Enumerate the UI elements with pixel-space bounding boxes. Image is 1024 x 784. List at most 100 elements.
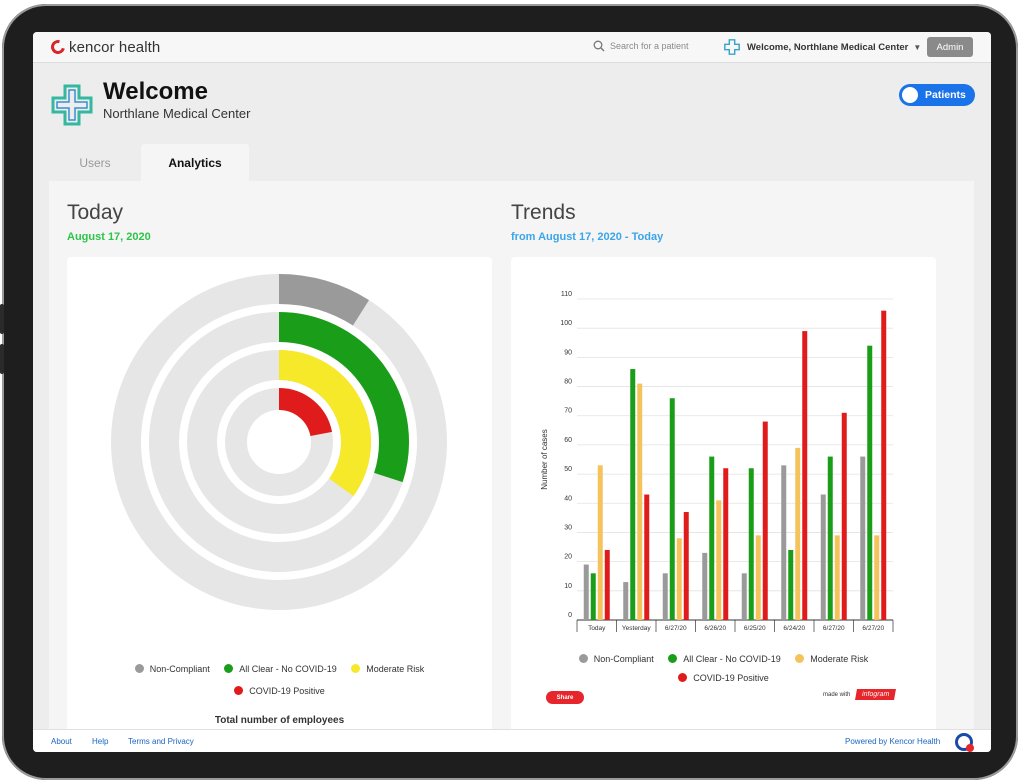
chat-help-icon[interactable]: [955, 733, 974, 752]
made-with-label: made with: [823, 691, 851, 698]
bar: [841, 412, 847, 620]
bar: [683, 512, 689, 620]
chevron-down-icon: ▼: [913, 42, 922, 52]
toggle-label: Patients: [925, 89, 966, 101]
top-bar: kencor health Search for a patient Welco…: [33, 32, 991, 63]
legend-dot: [224, 664, 234, 673]
bar: [741, 573, 747, 620]
y-tick-label: 100: [560, 320, 572, 327]
search-icon: [593, 40, 605, 52]
today-legend-row-2: COVID-19 Positive: [67, 682, 492, 700]
bar: [748, 468, 754, 620]
powered-by: Powered by Kencor Health: [845, 737, 941, 746]
legend-label: COVID-19 Positive: [249, 685, 325, 696]
bar: [827, 456, 833, 620]
legend-label: Moderate Risk: [810, 653, 869, 664]
bar: [583, 564, 589, 620]
legend-label: All Clear - No COVID-19: [683, 653, 781, 664]
legend-item: COVID-19 Positive: [678, 673, 769, 683]
x-tick-label: 6/27/20: [665, 625, 687, 632]
radial-bar-3: [278, 350, 371, 497]
y-axis-label: Number of cases: [540, 429, 549, 489]
search-placeholder: Search for a patient: [610, 41, 689, 51]
analytics-panel: Today August 17, 2020 Trends from August…: [49, 181, 974, 741]
footer: About Help Terms and Privacy Powered by …: [33, 729, 991, 752]
radial-bar-1: [278, 274, 370, 326]
footer-terms-link[interactable]: Terms and Privacy: [128, 737, 194, 746]
share-button[interactable]: Share: [546, 691, 584, 704]
bar: [781, 465, 787, 620]
legend-item: Non-Compliant: [578, 653, 654, 664]
y-tick-label: 110: [561, 291, 572, 298]
x-tick-label: 6/24/20: [783, 625, 805, 632]
made-with-infogram[interactable]: made with infogram: [823, 689, 897, 700]
bar: [676, 538, 682, 620]
legend-dot: [678, 673, 688, 682]
footer-help-link[interactable]: Help: [92, 737, 109, 746]
y-tick-label: 0: [568, 612, 572, 619]
y-tick-label: 10: [564, 583, 572, 590]
bar: [795, 447, 801, 620]
bar: [662, 573, 668, 620]
bar: [702, 552, 708, 620]
bar: [867, 345, 873, 620]
radial-chart: [111, 274, 447, 610]
bar: [709, 456, 715, 620]
legend-dot: [578, 654, 588, 663]
trends-card: 0 10 20 30 40 50 60 70 80 90 100 110 Number of cases…: [511, 257, 936, 741]
bar: [762, 421, 768, 620]
legend-item: COVID-19 Positive: [234, 686, 325, 696]
legend-item: Moderate Risk: [795, 654, 868, 664]
radial-bar-2: [278, 312, 409, 483]
infogram-logo: infogram: [855, 689, 897, 700]
y-tick-label: 70: [564, 408, 572, 415]
bar: [723, 468, 729, 620]
medical-cross-logo-icon: [51, 84, 93, 126]
welcome-text: Welcome, Northlane Medical Center: [747, 41, 909, 53]
brand-name: kencor health: [69, 38, 161, 56]
tab-users[interactable]: Users: [79, 155, 111, 170]
toggle-knob: [902, 87, 918, 103]
footer-about-link[interactable]: About: [51, 737, 72, 746]
bar: [881, 310, 887, 620]
bar: [874, 535, 880, 620]
legend-label: COVID-19 Positive: [693, 672, 769, 683]
y-tick-label: 40: [564, 495, 572, 502]
bar: [597, 465, 603, 620]
radial-bar-4: [278, 388, 333, 437]
y-tick-label: 30: [564, 524, 572, 531]
bar: [590, 573, 596, 620]
bar: [860, 456, 866, 620]
brand-logo[interactable]: kencor health: [48, 37, 161, 57]
trends-legend-row-2: COVID-19 Positive: [511, 669, 936, 687]
x-tick-label: Yesterday: [622, 625, 651, 632]
admin-button[interactable]: Admin: [927, 37, 973, 57]
today-legend-row-1: Non-Compliant All Clear - No COVID-19 Mo…: [67, 660, 492, 678]
bar: [669, 398, 675, 620]
tab-analytics[interactable]: Analytics: [141, 144, 249, 181]
legend-dot: [795, 654, 805, 663]
bar: [820, 494, 826, 620]
trends-legend-row-1: Non-Compliant All Clear - No COVID-19 Mo…: [511, 650, 936, 668]
y-tick-label: 20: [564, 554, 572, 561]
today-title: Today: [67, 201, 124, 224]
legend-dot: [351, 664, 361, 673]
kencor-logo-icon: [48, 37, 68, 57]
legend-item: All Clear - No COVID-19: [224, 664, 337, 674]
medical-cross-icon: [724, 39, 740, 55]
y-tick-label: 50: [564, 466, 572, 473]
legend-label: Non-Compliant: [149, 663, 210, 674]
app-screen: kencor health Search for a patient Welco…: [33, 32, 991, 752]
bar: [644, 494, 650, 620]
today-date: August 17, 2020: [67, 231, 151, 243]
account-menu[interactable]: Welcome, Northlane Medical Center ▼: [723, 38, 921, 56]
x-tick-label: 6/26/20: [704, 625, 726, 632]
bar: [788, 549, 794, 620]
trends-range: from August 17, 2020 - Today: [511, 231, 664, 243]
trends-bar-chart: 0 10 20 30 40 50 60 70 80 90 100 110 Number of cases…: [540, 291, 894, 632]
bar: [716, 500, 722, 620]
patients-toggle[interactable]: Patients: [899, 84, 975, 106]
patient-search[interactable]: Search for a patient: [593, 40, 689, 52]
total-employees-label: Total number of employees: [214, 715, 345, 726]
legend-label: Non-Compliant: [593, 653, 654, 664]
